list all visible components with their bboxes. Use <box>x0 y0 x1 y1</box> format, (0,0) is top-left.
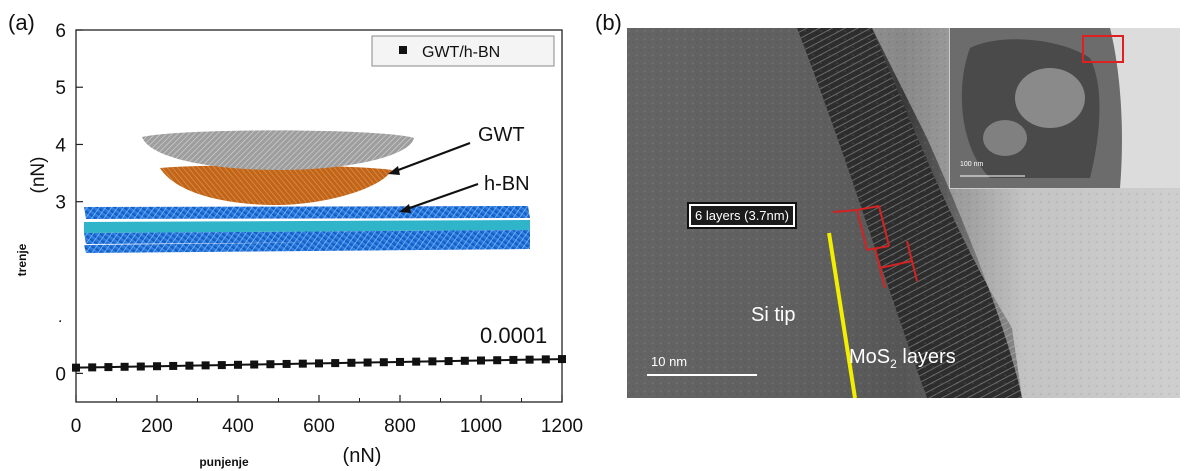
data-point <box>509 355 518 364</box>
data-point <box>169 361 178 370</box>
data-point <box>428 357 437 366</box>
y-tick-dot: . <box>58 309 62 326</box>
friction-chart: 0 200 400 600 800 1000 1200 0 3 4 5 6 (nN) trenje .… <box>15 21 583 469</box>
hbn-layer-4 <box>84 240 530 253</box>
data-point <box>104 363 113 372</box>
gwt-arrow <box>392 141 471 174</box>
data-point <box>379 358 388 367</box>
data-point <box>72 363 80 372</box>
data-point <box>185 361 194 370</box>
data-point <box>493 356 502 365</box>
y-axis-label: trenje <box>15 243 29 276</box>
gwt-orange-shell <box>160 165 392 206</box>
tem-image: 100 nm 6 layers (3.7nm) Si tip MoS2 laye… <box>627 28 1180 398</box>
data-point <box>136 362 145 371</box>
layer-measure-marks <box>832 205 918 289</box>
x-tick-label: 1200 <box>541 416 583 437</box>
data-point <box>412 357 421 366</box>
layers-box: 6 layers (3.7nm) <box>687 202 797 229</box>
x-tick-label: 1000 <box>460 416 502 437</box>
gwt-hbn-illustration: GWT h-BN <box>84 124 530 253</box>
x-tick-label: 0 <box>71 416 82 437</box>
panel-b-label: (b) <box>595 10 622 35</box>
x-tick-label: 800 <box>384 416 416 437</box>
data-point <box>541 355 550 364</box>
panel-a-label: (a) <box>8 10 35 35</box>
hbn-layer-2 <box>84 220 530 233</box>
y-tick-label: 5 <box>55 78 66 99</box>
data-point <box>298 359 307 368</box>
data-point <box>266 360 275 369</box>
legend-marker <box>399 46 407 54</box>
y-tick-label: 6 <box>55 21 66 42</box>
tem-inset: 100 nm <box>949 28 1180 189</box>
data-point <box>315 359 323 368</box>
x-tick-label: 600 <box>303 416 335 437</box>
data-point <box>234 360 242 369</box>
data-point <box>347 358 356 367</box>
gwt-label: GWT <box>478 124 525 146</box>
data-point <box>201 361 210 370</box>
data-point <box>331 359 340 368</box>
inset-red-box <box>1082 35 1124 63</box>
y-axis-unit: (nN) <box>28 157 49 194</box>
si-tip-label: Si tip <box>751 304 796 326</box>
mos2-label: MoS2 layers <box>849 346 956 371</box>
hbn-layer-1 <box>84 206 530 219</box>
hbn-layer-3 <box>84 230 530 244</box>
data-point <box>444 357 453 366</box>
x-axis-label: punjenje <box>199 455 249 469</box>
y-tick-label: 0 <box>55 364 66 385</box>
mos2-prefix: MoS <box>849 346 891 368</box>
y-tick-label: 4 <box>55 135 66 156</box>
data-point <box>477 356 485 365</box>
series-gwt-hbn <box>72 355 566 372</box>
data-point <box>153 362 161 371</box>
x-tick-label: 400 <box>222 416 254 437</box>
gwt-gray-cap <box>142 130 414 170</box>
data-point <box>363 358 372 367</box>
data-point <box>558 355 566 364</box>
inset-scalebar-label: 100 nm <box>960 161 984 168</box>
axis-ticks: 0 200 400 600 800 1000 1200 0 3 4 5 6 <box>55 21 583 437</box>
hbn-arrow <box>403 182 479 212</box>
legend-entry: GWT/h-BN <box>422 44 500 61</box>
annotation-value: 0.0001 <box>480 323 547 348</box>
data-point <box>282 359 291 368</box>
data-point <box>396 357 404 366</box>
data-point <box>460 356 469 365</box>
mos2-suffix: layers <box>896 346 956 368</box>
data-point <box>525 355 534 364</box>
si-tip-line <box>827 232 857 398</box>
data-point <box>250 360 259 369</box>
legend: GWT/h-BN <box>371 35 555 67</box>
mos2-subscript: 2 <box>890 357 897 371</box>
scalebar-label: 10 nm <box>651 354 688 369</box>
x-tick-label: 200 <box>141 416 173 437</box>
data-point <box>217 361 226 370</box>
hbn-label: h-BN <box>484 173 530 195</box>
y-tick-label: 3 <box>55 193 66 214</box>
data-point <box>88 363 97 372</box>
data-point <box>120 362 129 371</box>
x-axis-unit: (nN) <box>343 445 382 467</box>
